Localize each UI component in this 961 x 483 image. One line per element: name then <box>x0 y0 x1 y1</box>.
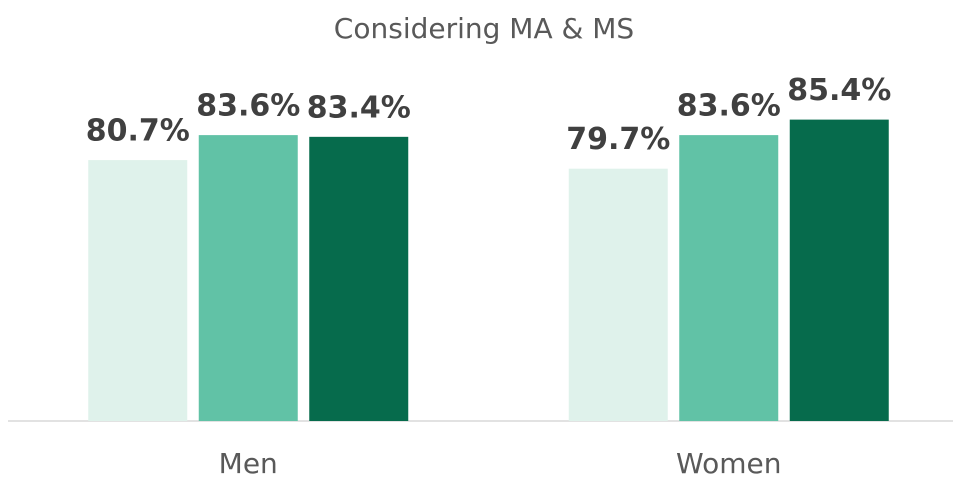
chart-title: Considering MA & MS <box>334 12 634 45</box>
value-label: 79.7% <box>566 122 670 157</box>
bar <box>198 135 298 421</box>
bar <box>309 136 409 422</box>
x-tick-label: Women <box>676 447 781 480</box>
value-label: 83.6% <box>677 89 781 124</box>
bar <box>679 135 779 421</box>
bar <box>568 168 668 421</box>
value-label: 80.7% <box>86 114 190 149</box>
value-label: 83.6% <box>196 89 300 124</box>
bar <box>88 160 188 422</box>
x-tick-label: Men <box>219 447 278 480</box>
value-label: 83.4% <box>307 90 411 125</box>
value-label: 85.4% <box>787 73 891 108</box>
bar <box>789 119 889 421</box>
